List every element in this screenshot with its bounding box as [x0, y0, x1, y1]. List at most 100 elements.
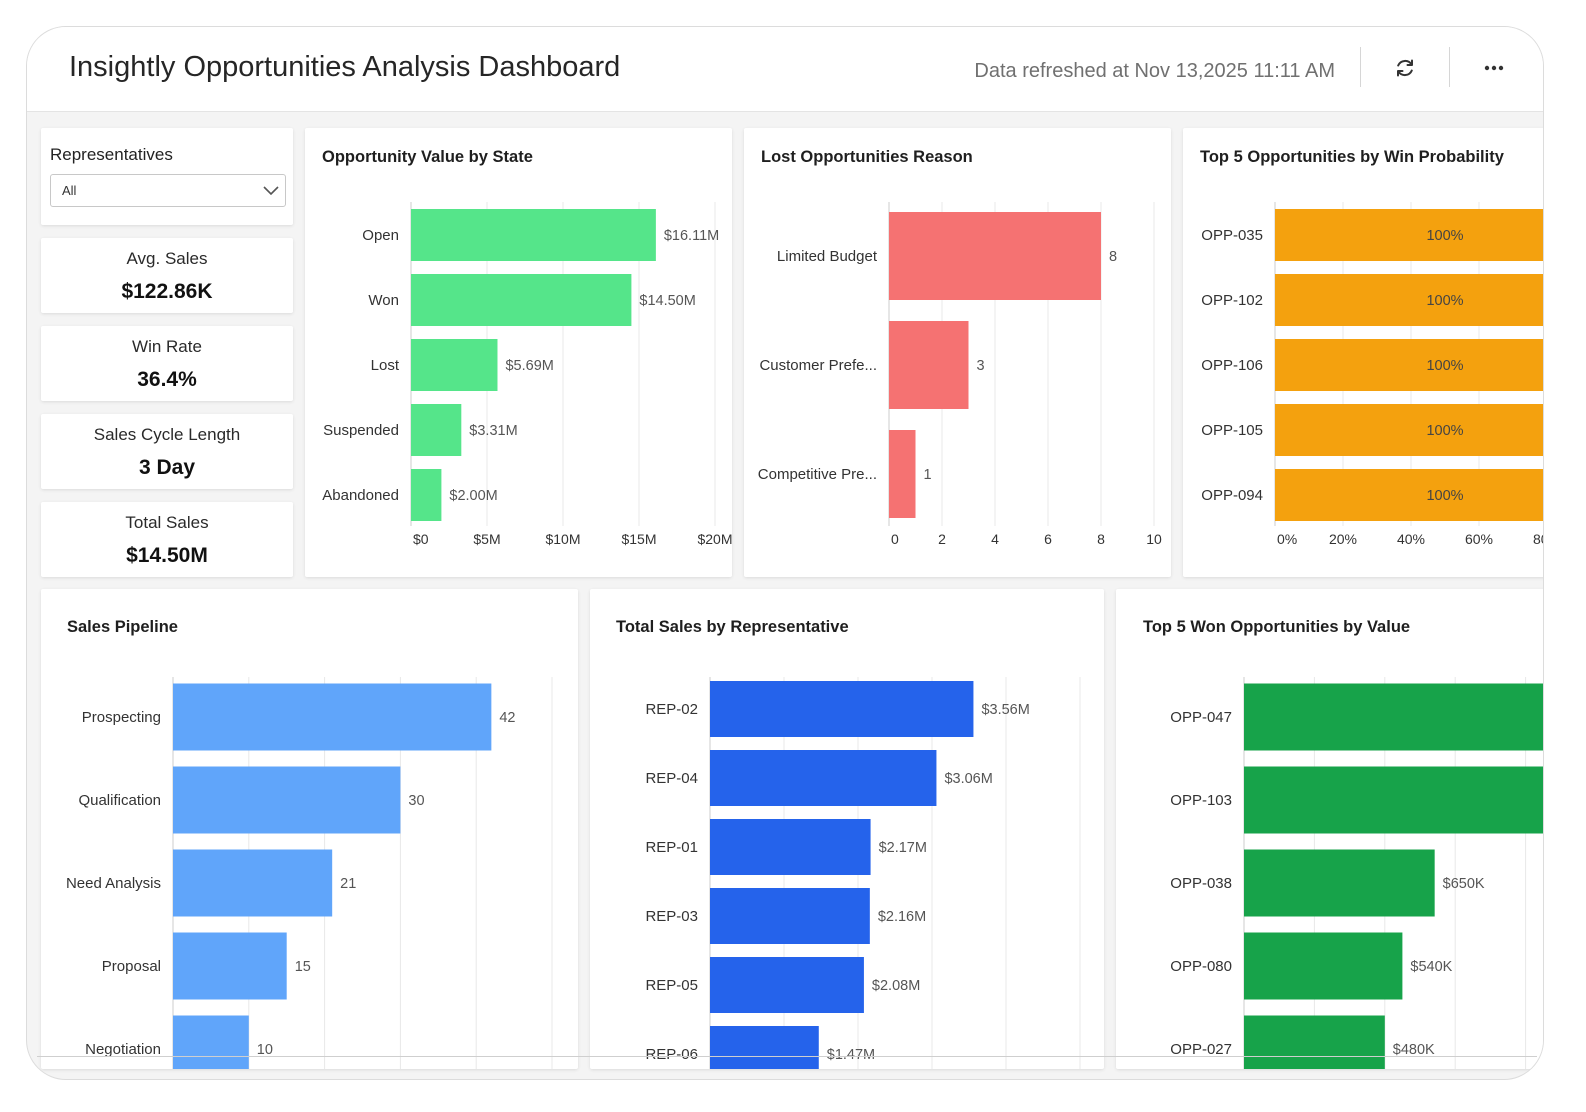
chart-title: Lost Opportunities Reason — [761, 148, 973, 166]
x-tick-label: 0% — [1277, 531, 1297, 547]
category-label: Limited Budget — [777, 248, 878, 265]
bar — [710, 1026, 819, 1069]
bar — [411, 209, 656, 261]
x-tick-label: 0 — [891, 531, 899, 547]
select-value: All — [62, 183, 77, 198]
bar — [1275, 339, 1543, 391]
chart-title: Opportunity Value by State — [322, 148, 533, 166]
chart-top-win-probability: 0% 20% 40% 60% 80% 100% OPP-035 100% OPP-102 100%… — [1201, 202, 1544, 547]
kpi-value: 3 Day — [138, 456, 196, 479]
header-divider — [1360, 47, 1361, 87]
kpi-label: Total Sales — [125, 513, 209, 532]
bar — [889, 430, 916, 518]
bar — [889, 212, 1101, 300]
bar — [889, 321, 969, 409]
bar — [1244, 1015, 1385, 1069]
data-label: 3 — [977, 358, 985, 374]
chart-title: Sales Pipeline — [67, 618, 178, 636]
category-label: Abandoned — [322, 487, 399, 504]
x-tick-label: 10 — [1146, 531, 1162, 547]
bar — [710, 819, 871, 875]
kpi-label: Sales Cycle Length — [93, 425, 241, 444]
data-label: 21 — [340, 876, 356, 892]
bar — [1275, 209, 1543, 261]
representatives-select[interactable]: All — [50, 174, 286, 207]
data-label: 100% — [1426, 358, 1463, 374]
x-tick-label: 4 — [991, 531, 999, 547]
category-label: Competitive Pre... — [758, 466, 877, 483]
bar — [173, 932, 287, 1000]
bar — [710, 957, 864, 1013]
x-tick-label: $10M — [545, 531, 580, 547]
category-label: OPP-102 — [1201, 292, 1263, 309]
filter-label: Representatives — [50, 145, 173, 164]
representatives-filter-panel: Representatives All — [41, 128, 293, 225]
kpi-card-avg-sales: Avg. Sales $122.86K — [41, 238, 293, 313]
data-label: $540K — [1410, 959, 1452, 975]
bar — [173, 683, 492, 751]
data-label: $3.56M — [981, 702, 1029, 718]
dashboard-header: Insightly Opportunities Analysis Dashboa… — [27, 27, 1543, 112]
header-divider — [1449, 47, 1450, 87]
data-label: $2.17M — [879, 840, 927, 856]
kpi-value: $122.86K — [121, 280, 213, 303]
data-label: 42 — [499, 710, 515, 726]
chart-title: Top 5 Opportunities by Win Probability — [1200, 148, 1504, 166]
chart-sales-pipeline: Prospecting 42 Qualification 30 Need Analysi… — [66, 677, 553, 1069]
x-tick-label: $5M — [473, 531, 500, 547]
x-tick-label: 40% — [1397, 531, 1425, 547]
bar — [710, 750, 937, 806]
x-tick-label: $0 — [413, 531, 429, 547]
category-label: OPP-105 — [1201, 422, 1263, 439]
data-label: $2.00M — [449, 488, 497, 504]
bar — [411, 339, 498, 391]
category-label: OPP-047 — [1170, 709, 1232, 726]
data-label: $1.47M — [827, 1047, 875, 1063]
data-label: 10 — [257, 1042, 273, 1058]
kpi-label: Avg. Sales — [126, 249, 208, 268]
data-refreshed-timestamp: Data refreshed at Nov 13,2025 11:11 AM — [974, 60, 1335, 82]
kpi-value: $14.50M — [126, 544, 208, 567]
bar — [173, 1015, 249, 1069]
category-label: REP-05 — [645, 977, 698, 994]
refresh-icon[interactable] — [1390, 53, 1420, 83]
category-label: Suspended — [323, 422, 399, 439]
bar — [1244, 683, 1543, 751]
category-label: REP-02 — [645, 701, 698, 718]
category-label: Open — [362, 227, 399, 244]
more-horizontal-icon[interactable] — [1479, 53, 1509, 83]
category-label: Prospecting — [82, 709, 161, 726]
bar — [1244, 766, 1543, 834]
data-label: 8 — [1109, 249, 1117, 265]
category-label: Need Analysis — [66, 875, 161, 892]
bar — [173, 766, 401, 834]
bar — [411, 274, 632, 326]
category-label: REP-04 — [645, 770, 698, 787]
kpi-card-win-rate: Win Rate 36.4% — [41, 326, 293, 401]
chart-lost-opportunities-reason: 0 2 4 6 8 10 Limited Budget 8 Customer Prefe... 3… — [758, 202, 1162, 547]
chart-panel-total-sales-by-representative: Total Sales by Representative REP-02 $3.5… — [590, 589, 1104, 1069]
chart-opportunity-value-by-state: $0 $5M $10M $15M $20M Open $16.11M Won $14.50M Lo… — [322, 202, 732, 547]
category-label: Won — [368, 292, 399, 309]
dashboard-title: Insightly Opportunities Analysis Dashboa… — [69, 51, 621, 83]
kpi-value: 36.4% — [137, 368, 197, 391]
data-label: $2.08M — [872, 978, 920, 994]
data-label: $2.16M — [878, 909, 926, 925]
category-label: OPP-027 — [1170, 1041, 1232, 1058]
x-tick-label: 20% — [1329, 531, 1357, 547]
chart-panel-lost-opportunities-reason: Lost Opportunities Reason 0 2 4 6 8 10 Limited… — [744, 128, 1171, 577]
data-label: 100% — [1426, 293, 1463, 309]
data-label: 100% — [1426, 488, 1463, 504]
data-label: $3.06M — [944, 771, 992, 787]
data-label: 30 — [408, 793, 424, 809]
chevron-down-icon — [263, 186, 279, 196]
category-label: OPP-103 — [1170, 792, 1232, 809]
data-label: $16.11M — [664, 228, 719, 244]
dashboard-frame: Insightly Opportunities Analysis Dashboa… — [26, 26, 1544, 1080]
data-label: $650K — [1443, 876, 1485, 892]
data-label: 15 — [295, 959, 311, 975]
chart-top-won-by-value: OPP-047$1.10MOPP-103$1.10MOPP-038$650KOP… — [1170, 677, 1543, 1069]
kpi-card-sales-cycle-length: Sales Cycle Length 3 Day — [41, 414, 293, 489]
chart-panel-opportunity-value-by-state: Opportunity Value by State $0 $5M $10M $15M… — [305, 128, 732, 577]
x-tick-label: 80% — [1533, 531, 1544, 547]
